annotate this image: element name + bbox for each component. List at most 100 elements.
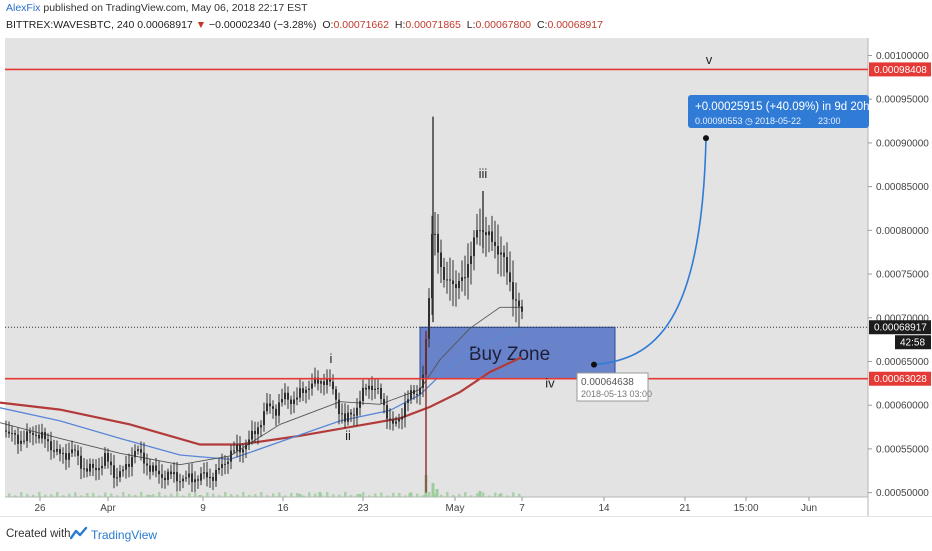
candle (488, 224, 490, 253)
tradingview-brand[interactable]: TradingView (91, 528, 158, 542)
volume-bar (464, 492, 467, 497)
candle-body (314, 377, 316, 384)
candle-body (77, 450, 79, 456)
tradingview-logo-icon[interactable] (70, 526, 88, 542)
candle (368, 379, 370, 399)
candle (350, 409, 352, 423)
candle (179, 473, 181, 491)
volume-bar (242, 491, 245, 497)
candle (323, 373, 325, 396)
candle (440, 239, 442, 284)
volume-bar (374, 493, 377, 497)
candle (197, 475, 199, 489)
candle (416, 385, 418, 404)
x-tick-label: 7 (519, 503, 525, 514)
candle (128, 453, 130, 478)
volume-bar (110, 493, 113, 497)
volume-bar (422, 495, 425, 497)
candle-body (20, 440, 22, 444)
candle (215, 463, 217, 487)
volume-bar (494, 492, 497, 497)
candle (101, 456, 103, 476)
candle (338, 392, 340, 425)
x-tick-label: 23 (357, 503, 369, 514)
volume-bar (506, 495, 509, 497)
candle-body (104, 452, 106, 466)
candle (221, 453, 223, 477)
candle (209, 468, 211, 488)
price-chart[interactable]: 0.00050000 0.00055000 0.00060000 0.00065000… (0, 0, 932, 516)
candle (278, 393, 280, 424)
wave-label-ii: ii (345, 428, 351, 443)
volume-bar (478, 491, 482, 497)
volume-bar (260, 492, 263, 497)
candle-body (332, 381, 334, 390)
created-with-text: Created with (6, 528, 71, 540)
candle-body (245, 444, 247, 450)
candle-body (47, 439, 49, 442)
x-tick-label: 9 (200, 503, 206, 514)
candle-body (248, 439, 250, 445)
candle-body (302, 388, 304, 393)
countdown-label: 42:58 (900, 338, 925, 349)
x-tick-label: Jun (801, 503, 817, 514)
candle (395, 416, 397, 427)
candle (68, 442, 70, 468)
candle-body (251, 430, 253, 440)
volume-bar (194, 492, 197, 497)
candle (260, 420, 262, 437)
candle-body (212, 477, 214, 481)
candle (455, 270, 457, 307)
volume-bar (380, 492, 383, 497)
tooltip-time: 2018-05-13 03:00 (581, 389, 652, 399)
candle-body (410, 390, 412, 400)
candle-body (50, 441, 52, 451)
volume-bar (62, 495, 65, 497)
candle (356, 398, 358, 426)
x-tick-label: 16 (277, 503, 289, 514)
candle-body (344, 413, 346, 422)
candle (230, 444, 232, 470)
candle (35, 425, 37, 444)
volume-bar (230, 494, 233, 497)
candle (17, 427, 19, 454)
candle (164, 470, 166, 489)
volume-bar (8, 493, 11, 497)
countdown-tag (895, 335, 931, 350)
candle-body (74, 449, 76, 451)
candle-body (338, 399, 340, 415)
volume-bar (152, 494, 155, 497)
volume-bar (452, 494, 455, 497)
candle (251, 420, 253, 445)
candle (5, 420, 7, 438)
wave-label-iii: iii (479, 166, 488, 181)
candle (509, 251, 511, 292)
projection-end-point (703, 135, 709, 142)
candle-body (68, 453, 70, 460)
candle (80, 446, 82, 480)
volume-bar (182, 495, 185, 497)
candle (92, 458, 94, 477)
candle (95, 459, 97, 481)
candle-body (296, 397, 298, 400)
candle-body (53, 450, 55, 452)
candle (23, 430, 25, 445)
volume-bar (446, 491, 449, 497)
candle (473, 230, 475, 271)
candle-body (467, 264, 469, 278)
volume-bar (26, 494, 29, 497)
candle-body (5, 430, 7, 432)
candle-body (110, 461, 112, 466)
candle-body (185, 477, 187, 479)
volume-bar (298, 494, 302, 497)
close-value: 0.00068917 (547, 19, 603, 31)
volume-bar (386, 495, 389, 497)
candle (308, 380, 310, 400)
candle (11, 425, 13, 442)
volume-bar (356, 494, 359, 497)
y-tick-label: 0.00060000 (876, 401, 929, 412)
candle (284, 383, 286, 406)
candle-body (509, 272, 511, 283)
candle-body (116, 477, 118, 479)
author-link[interactable]: AlexFix (6, 2, 41, 14)
